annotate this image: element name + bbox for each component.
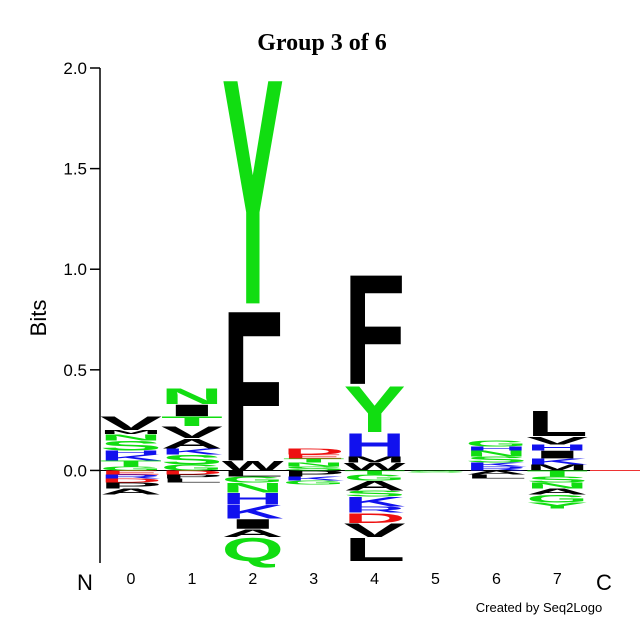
logo-letter: T xyxy=(344,470,406,476)
x-tick-label: 1 xyxy=(187,571,196,588)
logo-letter: K xyxy=(283,476,345,482)
logo-letter: A xyxy=(526,487,588,496)
logo-letter: S xyxy=(526,475,588,484)
y-tick-label: 1.5 xyxy=(63,160,87,179)
logo-letter: H xyxy=(526,443,588,452)
logo-letter: W xyxy=(222,458,285,473)
y-tick-label: 1.0 xyxy=(63,260,87,279)
logo-letter: G xyxy=(100,466,162,472)
x-tick-label: 6 xyxy=(492,571,501,588)
logo-letter: L xyxy=(526,404,588,444)
logo-letter: E xyxy=(100,470,162,476)
logo-letter: Y xyxy=(526,501,588,510)
logo-letter: G xyxy=(222,475,284,484)
logo-letter: V xyxy=(100,413,162,434)
logo-letter: T xyxy=(526,469,588,478)
logo-letter: A xyxy=(465,470,527,476)
logo-letter: M xyxy=(100,429,162,435)
logo-letter: D xyxy=(344,510,406,525)
logo-letter: Q xyxy=(222,531,284,568)
logo-letter: P xyxy=(161,474,223,480)
logo-letter: K xyxy=(161,447,223,456)
logo-letter: P xyxy=(283,469,345,478)
logo-letter: T xyxy=(100,459,162,468)
logo-letter: G xyxy=(161,463,223,472)
logo-letter: V xyxy=(526,435,588,447)
logo-letter: S xyxy=(344,489,406,498)
footer: Created by Seq2Logo xyxy=(476,600,602,615)
logo-letter: A xyxy=(161,436,223,451)
logo-letter: N xyxy=(465,449,527,458)
logo-letter: I xyxy=(526,449,588,461)
logo-letter: M xyxy=(526,463,588,472)
y-tick-label: 0.0 xyxy=(63,461,87,480)
logo-letter: S xyxy=(465,455,527,464)
logo-letter: N xyxy=(161,384,223,409)
x-tick-label: 2 xyxy=(248,571,257,588)
logo-letter: R xyxy=(465,466,527,472)
logo-letter: T xyxy=(161,414,223,429)
y-axis-label: Bits xyxy=(26,300,51,337)
x-tick-label: 7 xyxy=(553,571,562,588)
n-terminus-label: N xyxy=(77,570,93,595)
logo-letter: V xyxy=(344,520,406,541)
logo-letter: L xyxy=(161,478,223,484)
logo-letter: K xyxy=(465,462,527,468)
logo-letter: A xyxy=(344,478,406,493)
x-tick-label: 0 xyxy=(127,571,136,588)
logo-letter: H xyxy=(100,449,162,455)
logo-letter: G xyxy=(465,439,527,448)
logo-letter: D xyxy=(283,447,345,456)
logo-letter: S xyxy=(405,470,467,473)
y-tick-label: 0.5 xyxy=(63,361,87,380)
logo-letter: I xyxy=(161,401,223,419)
logo-letter: N xyxy=(526,481,588,490)
logo-letter: F xyxy=(222,265,284,506)
logo-letter: L xyxy=(344,531,406,568)
logo-letter: H xyxy=(465,445,527,451)
y-tick-label: 2.0 xyxy=(63,59,87,78)
logo-letter: K xyxy=(344,494,406,509)
logo-letter: R xyxy=(100,474,162,480)
logo-letter: N xyxy=(222,480,284,495)
x-tick-label: 5 xyxy=(431,571,440,588)
logo-letter: K xyxy=(526,457,588,466)
logo-letter: P xyxy=(100,481,162,490)
logo-letter: H xyxy=(344,427,406,464)
logo-letter: M xyxy=(344,455,406,464)
logo-letter: L xyxy=(222,469,284,478)
x-tick-label: 3 xyxy=(309,571,318,588)
logo-letter: E xyxy=(283,453,345,459)
logo-letter: Y xyxy=(344,372,406,446)
logo-letter: G xyxy=(283,480,345,486)
logo-letter: F xyxy=(344,242,406,417)
logo-letter: D xyxy=(161,470,223,476)
logo-letter: T xyxy=(283,457,345,463)
logo-letter: K xyxy=(100,453,162,462)
logo-letter: D xyxy=(100,478,162,484)
logo-letter: V xyxy=(161,423,223,441)
logo-letter: I xyxy=(222,516,284,531)
c-terminus-label: C xyxy=(596,570,612,595)
logo-letter: N xyxy=(100,433,162,442)
logo-letter: G xyxy=(344,473,406,482)
logo-letter: L xyxy=(465,474,527,480)
logo-letter: R xyxy=(344,505,406,514)
x-tick-label: 4 xyxy=(370,571,379,588)
logo-letter: S xyxy=(161,452,223,467)
logo-letter: Y xyxy=(222,12,284,373)
chart-title: Group 3 of 6 xyxy=(257,30,387,56)
logo-letter: H xyxy=(222,490,284,508)
logo-letter: A xyxy=(222,527,284,539)
logo-letter: G xyxy=(526,493,588,505)
logo-letter: N xyxy=(283,462,345,468)
logo-letter: S xyxy=(283,466,345,472)
logo-letter: A xyxy=(100,487,162,496)
logo-letter: W xyxy=(344,461,407,473)
logo-letter: S xyxy=(100,438,162,453)
logo-letter: K xyxy=(222,502,284,523)
